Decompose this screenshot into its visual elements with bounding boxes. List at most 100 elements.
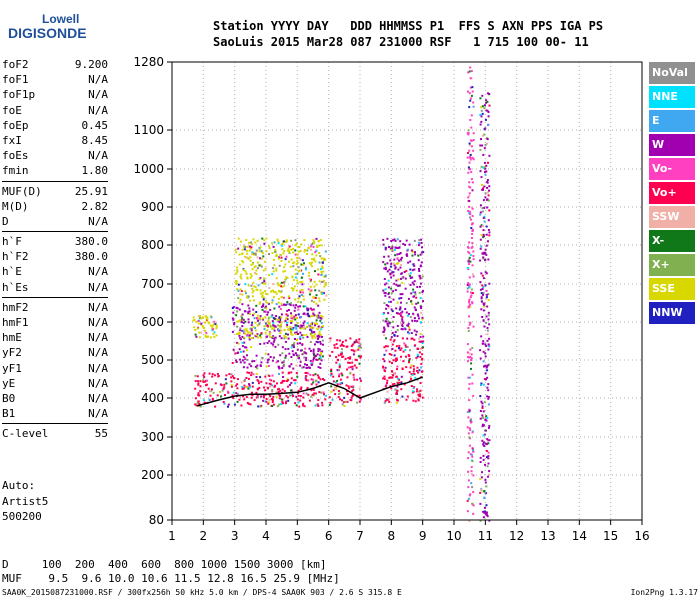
echo-point <box>254 365 257 368</box>
echo-point <box>305 268 307 271</box>
echo-point <box>488 154 491 157</box>
echo-point <box>262 269 265 272</box>
echo-point <box>335 381 337 384</box>
echo-point <box>468 212 470 215</box>
x-tick-label: 16 <box>634 529 649 543</box>
echo-point <box>482 443 485 446</box>
echo-point <box>391 370 394 373</box>
echo-point <box>200 331 203 334</box>
echo-point <box>470 453 473 456</box>
echo-point <box>470 473 473 476</box>
echo-point <box>309 245 312 248</box>
echo-point <box>195 321 198 323</box>
echo-point <box>215 324 218 327</box>
echo-point <box>487 258 490 261</box>
echo-point <box>253 399 256 402</box>
echo-point <box>470 359 473 361</box>
echo-point <box>248 336 251 339</box>
echo-point <box>261 252 264 255</box>
echo-point <box>482 216 485 219</box>
echo-point <box>242 355 245 358</box>
echo-point <box>216 372 219 375</box>
echo-point <box>242 395 244 398</box>
echo-point <box>418 239 421 242</box>
echo-point <box>398 259 400 262</box>
echo-point <box>262 399 265 402</box>
echo-point <box>484 104 486 107</box>
echo-point <box>247 387 250 390</box>
echo-point <box>252 281 255 284</box>
echo-point <box>271 405 274 407</box>
echo-point <box>276 405 279 408</box>
echo-point <box>296 375 299 378</box>
echo-point <box>398 246 401 249</box>
echo-point <box>322 391 325 394</box>
echo-point <box>320 271 323 273</box>
echo-point <box>293 309 296 312</box>
echo-point <box>488 209 491 212</box>
echo-point <box>470 145 473 148</box>
echo-point <box>399 314 402 317</box>
echo-point <box>299 305 302 308</box>
echo-point <box>242 366 245 369</box>
echo-point <box>290 377 293 380</box>
echo-point <box>294 273 297 276</box>
echo-point <box>286 396 289 399</box>
echo-point <box>258 278 261 281</box>
echo-point <box>466 156 469 159</box>
echo-point <box>422 300 424 303</box>
echo-point <box>245 349 248 352</box>
echo-point <box>243 361 246 364</box>
echo-point <box>469 348 472 351</box>
echo-point <box>488 282 491 285</box>
echo-point <box>248 334 251 337</box>
echo-point <box>278 397 281 400</box>
echo-point <box>323 257 325 260</box>
echo-point <box>235 306 238 309</box>
echo-point <box>310 363 313 366</box>
echo-point <box>350 396 353 399</box>
echo-point <box>259 246 262 249</box>
echo-point <box>280 337 283 340</box>
echo-point <box>217 375 220 378</box>
echo-point <box>256 314 259 317</box>
echo-point <box>283 296 285 299</box>
echo-point <box>472 275 475 278</box>
echo-point <box>338 365 341 367</box>
echo-point <box>402 350 405 353</box>
echo-point <box>408 359 411 362</box>
echo-point <box>415 296 418 299</box>
echo-point <box>282 360 285 363</box>
echo-point <box>346 393 349 396</box>
echo-point <box>486 333 489 336</box>
echo-point <box>293 342 296 345</box>
echo-point <box>304 376 307 379</box>
echo-point <box>481 414 484 417</box>
echo-point <box>351 343 354 346</box>
echo-point <box>484 196 487 199</box>
echo-point <box>242 329 245 332</box>
echo-point <box>262 282 265 285</box>
echo-point <box>255 354 258 357</box>
echo-point <box>401 320 404 323</box>
echo-point <box>256 256 259 259</box>
echo-point <box>393 258 396 261</box>
header-values: SaoLuis 2015 Mar28 087 231000 RSF 1 715 … <box>213 35 589 49</box>
parameter-value: N/A <box>88 407 108 421</box>
echo-point <box>235 333 238 335</box>
echo-point <box>396 238 399 241</box>
echo-point <box>482 252 485 255</box>
echo-point <box>479 357 482 360</box>
autoscaling-info: Auto: Artist5 500200 <box>2 478 48 525</box>
echo-point <box>295 256 298 259</box>
echo-point <box>263 306 266 309</box>
echo-point <box>484 416 487 419</box>
echo-point <box>259 277 262 280</box>
echo-point <box>420 311 423 314</box>
echo-point <box>301 283 304 286</box>
echo-point <box>255 304 258 307</box>
echo-point <box>248 384 251 387</box>
echo-point <box>413 317 416 320</box>
echo-point <box>256 388 259 391</box>
legend-item-vo: Vo- <box>649 158 695 180</box>
